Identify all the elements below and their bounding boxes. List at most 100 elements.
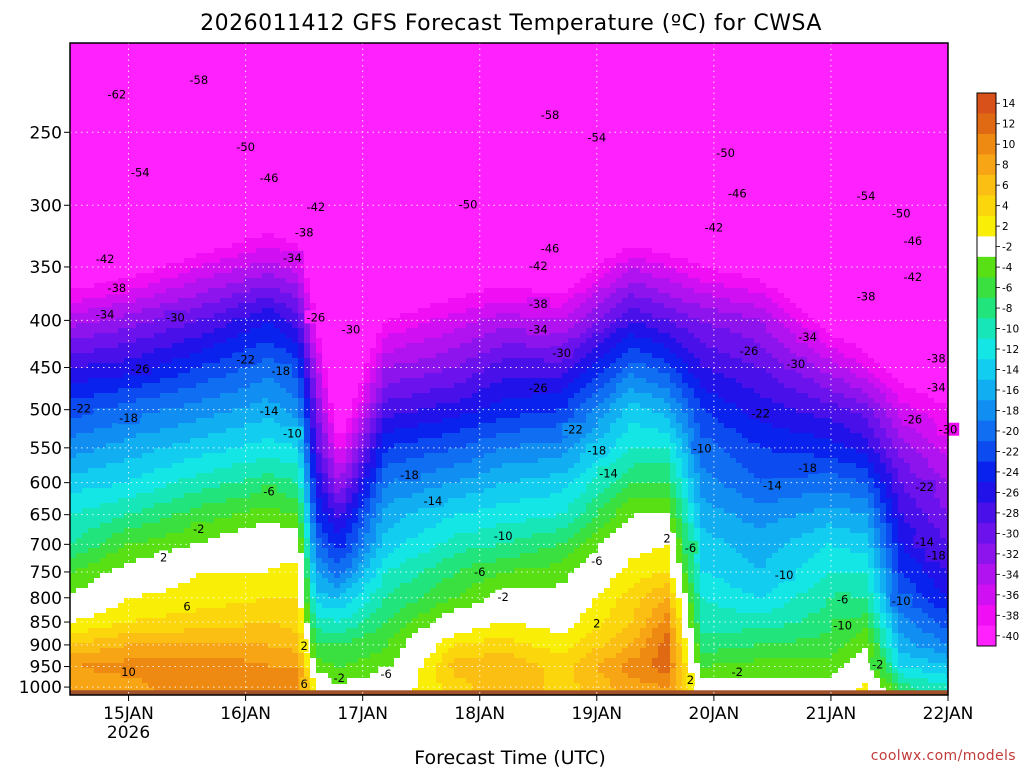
heatmap-cell: [208, 68, 214, 73]
heatmap-cell: [256, 618, 262, 623]
heatmap-cell: [292, 283, 298, 288]
heatmap-cell: [184, 188, 190, 193]
heatmap-cell: [214, 98, 220, 103]
heatmap-cell: [202, 423, 208, 428]
heatmap-cell: [118, 273, 124, 278]
heatmap-cell: [88, 273, 94, 278]
heatmap-cell: [256, 163, 262, 168]
heatmap-cell: [220, 138, 226, 143]
heatmap-cell: [256, 268, 262, 273]
heatmap-cell: [262, 253, 268, 258]
heatmap-cell: [226, 358, 232, 363]
heatmap-cell: [292, 498, 298, 503]
heatmap-cell: [238, 173, 244, 178]
heatmap-cell: [100, 58, 106, 63]
heatmap-cell: [226, 583, 232, 588]
heatmap-cell: [220, 223, 226, 228]
heatmap-cell: [184, 573, 190, 578]
heatmap-cell: [268, 248, 274, 253]
heatmap-cell: [238, 413, 244, 418]
heatmap-cell: [76, 453, 82, 458]
heatmap-cell: [232, 233, 238, 238]
heatmap-cell: [286, 218, 292, 223]
heatmap-cell: [196, 123, 202, 128]
heatmap-cell: [184, 378, 190, 383]
heatmap-cell: [160, 513, 166, 518]
heatmap-cell: [172, 638, 178, 643]
heatmap-cell: [100, 283, 106, 288]
heatmap-cell: [172, 108, 178, 113]
heatmap-cell: [136, 138, 142, 143]
heatmap-cell: [256, 113, 262, 118]
heatmap-cell: [268, 88, 274, 93]
heatmap-cell: [106, 113, 112, 118]
heatmap-cell: [256, 373, 262, 378]
heatmap-cell: [292, 553, 298, 558]
heatmap-cell: [112, 143, 118, 148]
heatmap-cell: [106, 613, 112, 618]
heatmap-cell: [256, 468, 262, 473]
heatmap-cell: [148, 243, 154, 248]
heatmap-cell: [88, 328, 94, 333]
heatmap-cell: [196, 458, 202, 463]
heatmap-cell: [190, 303, 196, 308]
heatmap-cell: [76, 183, 82, 188]
heatmap-cell: [148, 283, 154, 288]
heatmap-cell: [232, 108, 238, 113]
heatmap-cell: [226, 68, 232, 73]
heatmap-cell: [244, 443, 250, 448]
heatmap-cell: [166, 178, 172, 183]
heatmap-cell: [220, 488, 226, 493]
heatmap-cell: [196, 198, 202, 203]
heatmap-cell: [76, 198, 82, 203]
heatmap-cell: [94, 93, 100, 98]
heatmap-cell: [238, 58, 244, 63]
heatmap-cell: [88, 313, 94, 318]
heatmap-cell: [112, 423, 118, 428]
heatmap-cell: [70, 658, 76, 663]
heatmap-cell: [280, 598, 286, 603]
heatmap-cell: [100, 113, 106, 118]
heatmap-cell: [286, 488, 292, 493]
heatmap-cell: [112, 63, 118, 68]
heatmap-cell: [232, 303, 238, 308]
heatmap-cell: [106, 118, 112, 123]
heatmap-cell: [88, 113, 94, 118]
heatmap-cell: [100, 548, 106, 553]
heatmap-cell: [202, 173, 208, 178]
heatmap-cell: [220, 588, 226, 593]
heatmap-cell: [88, 88, 94, 93]
heatmap-cell: [268, 153, 274, 158]
heatmap-cell: [196, 273, 202, 278]
heatmap-cell: [184, 113, 190, 118]
heatmap-cell: [250, 578, 256, 583]
heatmap-cell: [238, 583, 244, 588]
heatmap-cell: [70, 563, 76, 568]
heatmap-cell: [76, 603, 82, 608]
heatmap-cell: [130, 658, 136, 663]
heatmap-cell: [202, 628, 208, 633]
heatmap-cell: [178, 253, 184, 258]
heatmap-cell: [136, 553, 142, 558]
heatmap-cell: [154, 313, 160, 318]
heatmap-cell: [274, 523, 280, 528]
heatmap-cell: [214, 543, 220, 548]
heatmap-cell: [250, 593, 256, 598]
heatmap-cell: [274, 513, 280, 518]
heatmap-cell: [238, 163, 244, 168]
heatmap-cell: [148, 298, 154, 303]
heatmap-cell: [94, 423, 100, 428]
heatmap-cell: [262, 443, 268, 448]
heatmap-cell: [106, 543, 112, 548]
heatmap-cell: [286, 338, 292, 343]
heatmap-cell: [238, 658, 244, 663]
heatmap-cell: [70, 453, 76, 458]
heatmap-cell: [82, 603, 88, 608]
heatmap-cell: [130, 598, 136, 603]
heatmap-cell: [220, 198, 226, 203]
heatmap-cell: [88, 528, 94, 533]
heatmap-cell: [202, 543, 208, 548]
heatmap-cell: [142, 663, 148, 668]
heatmap-cell: [268, 333, 274, 338]
heatmap-cell: [82, 93, 88, 98]
